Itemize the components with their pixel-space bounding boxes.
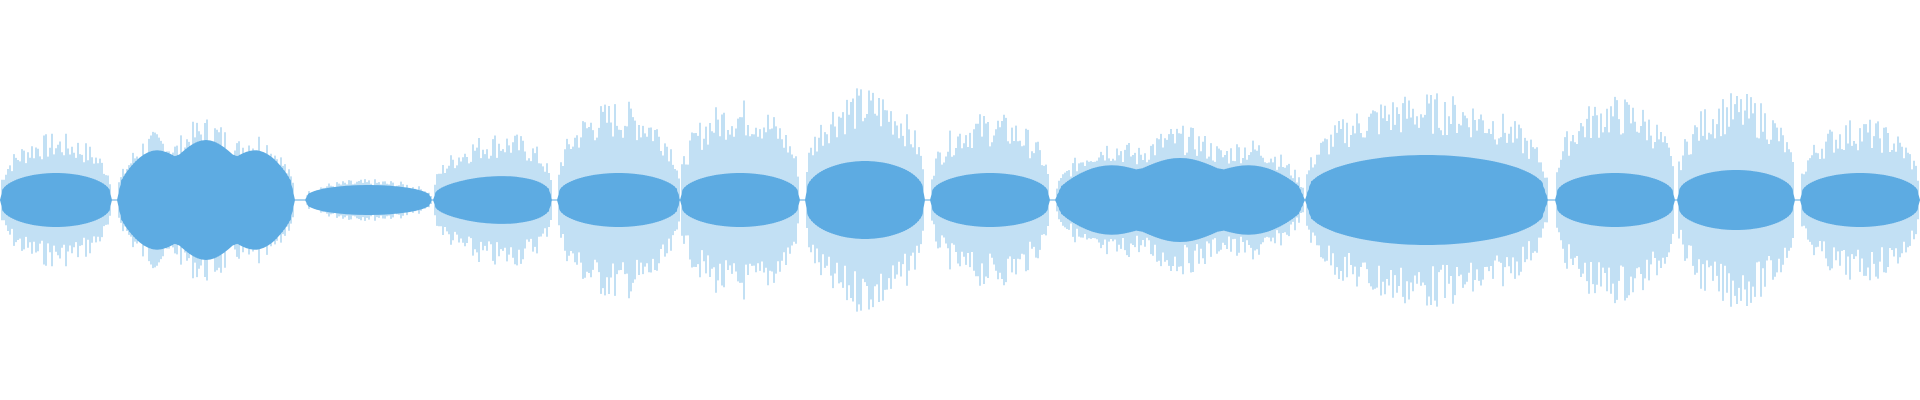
waveform-core-group bbox=[0, 140, 1920, 260]
